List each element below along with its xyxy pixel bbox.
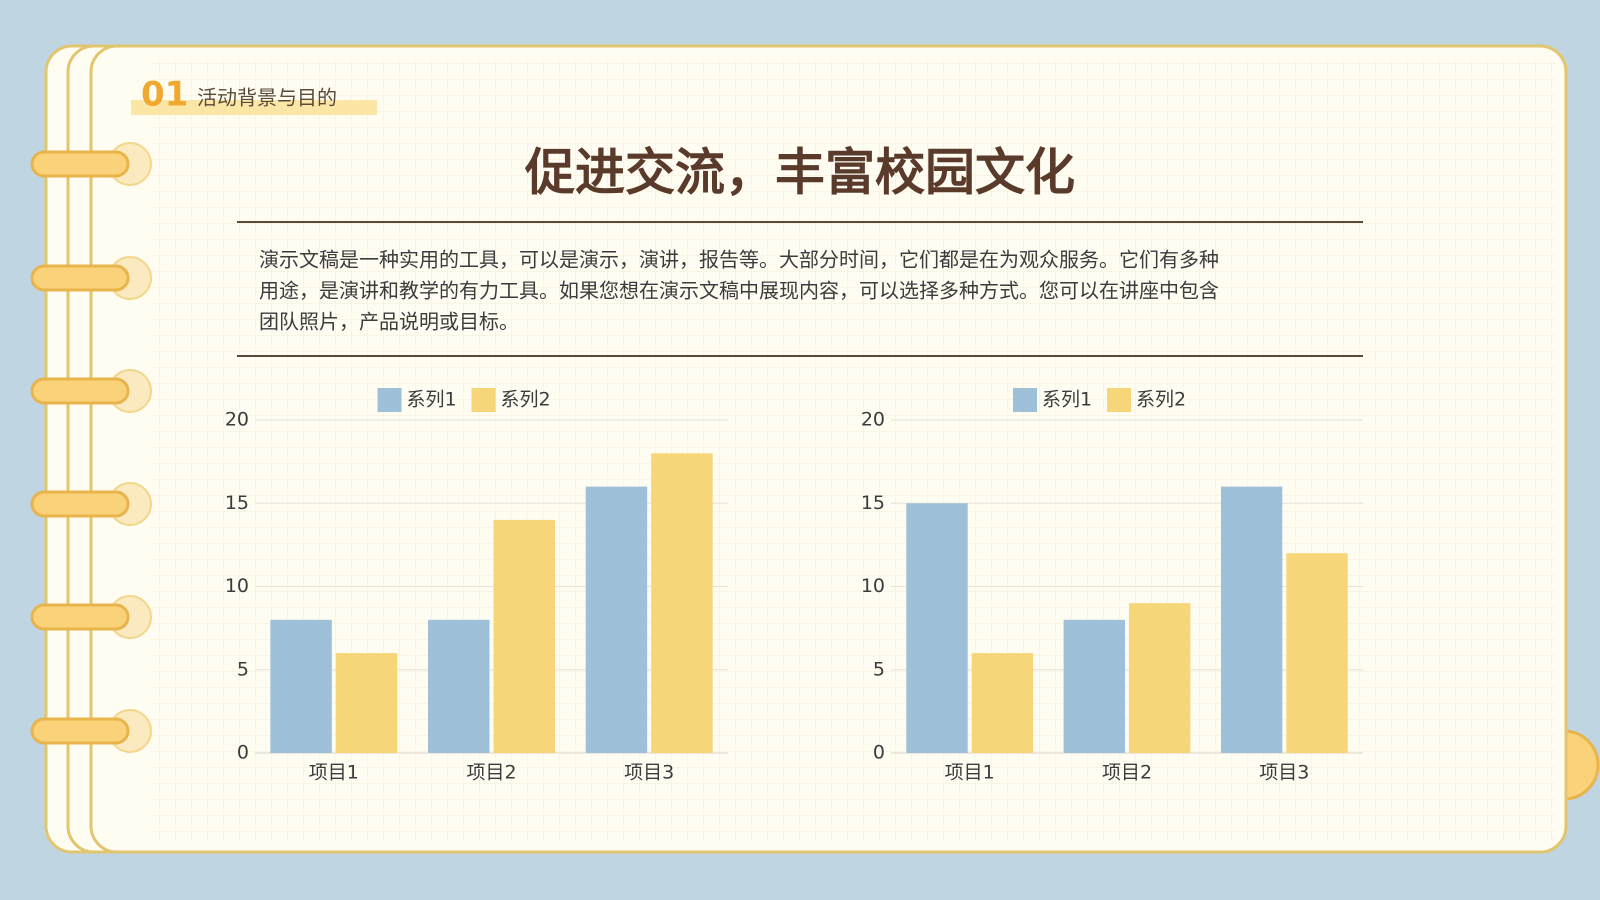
x-tick-label: 项目1	[945, 762, 995, 784]
ring	[30, 264, 130, 292]
slide-title: 促进交流，丰富校园文化	[524, 144, 1075, 202]
legend-label: 系列1	[1042, 389, 1092, 411]
ring	[30, 603, 130, 631]
x-tick-label: 项目1	[309, 762, 359, 784]
y-tick-label: 15	[225, 492, 249, 514]
legend-swatch	[377, 388, 402, 412]
legend-swatch	[1107, 388, 1131, 412]
x-tick-label: 项目3	[1259, 762, 1309, 784]
y-tick-label: 10	[861, 575, 885, 597]
bar	[493, 519, 555, 753]
bar	[1220, 486, 1283, 753]
bar	[335, 653, 398, 753]
bar	[1063, 619, 1125, 753]
bar	[651, 453, 713, 753]
ring	[30, 490, 130, 518]
y-tick-label: 0	[237, 742, 249, 764]
bar	[1286, 553, 1348, 753]
ring	[30, 150, 130, 178]
section-number: 01	[141, 75, 188, 115]
bar	[971, 653, 1034, 753]
bar	[270, 619, 332, 753]
rings	[30, 142, 152, 753]
y-tick-label: 15	[861, 492, 885, 514]
y-tick-label: 20	[225, 409, 249, 431]
y-tick-label: 0	[873, 742, 885, 764]
paragraph-line: 团队照片，产品说明或目标。	[259, 310, 519, 334]
paragraph-line: 演示文稿是一种实用的工具，可以是演示，演讲，报告等。大部分时间，它们都是在为观众…	[259, 248, 1219, 272]
legend-swatch	[471, 388, 496, 412]
y-tick-label: 10	[225, 575, 249, 597]
y-tick-label: 5	[237, 658, 249, 680]
ring	[30, 377, 130, 405]
legend-label: 系列1	[407, 389, 457, 411]
y-tick-label: 5	[873, 658, 885, 680]
legend-swatch	[1013, 388, 1037, 412]
section-highlight	[131, 100, 377, 115]
bar	[585, 486, 648, 753]
y-tick-label: 20	[861, 409, 885, 431]
ring	[30, 717, 130, 745]
paragraph-line: 用途，是演讲和教学的有力工具。如果您想在演示文稿中展现内容，可以选择多种方式。您…	[259, 279, 1219, 303]
paragraph: 演示文稿是一种实用的工具，可以是演示，演讲，报告等。大部分时间，它们都是在为观众…	[259, 248, 1219, 334]
x-tick-label: 项目2	[1102, 762, 1152, 784]
legend-label: 系列2	[1136, 389, 1186, 411]
bar	[428, 619, 490, 753]
bar	[1129, 603, 1191, 753]
x-tick-label: 项目3	[624, 762, 674, 784]
legend-label: 系列2	[501, 389, 551, 411]
x-tick-label: 项目2	[466, 762, 516, 784]
section-title: 活动背景与目的	[197, 86, 337, 110]
bar	[906, 503, 968, 753]
